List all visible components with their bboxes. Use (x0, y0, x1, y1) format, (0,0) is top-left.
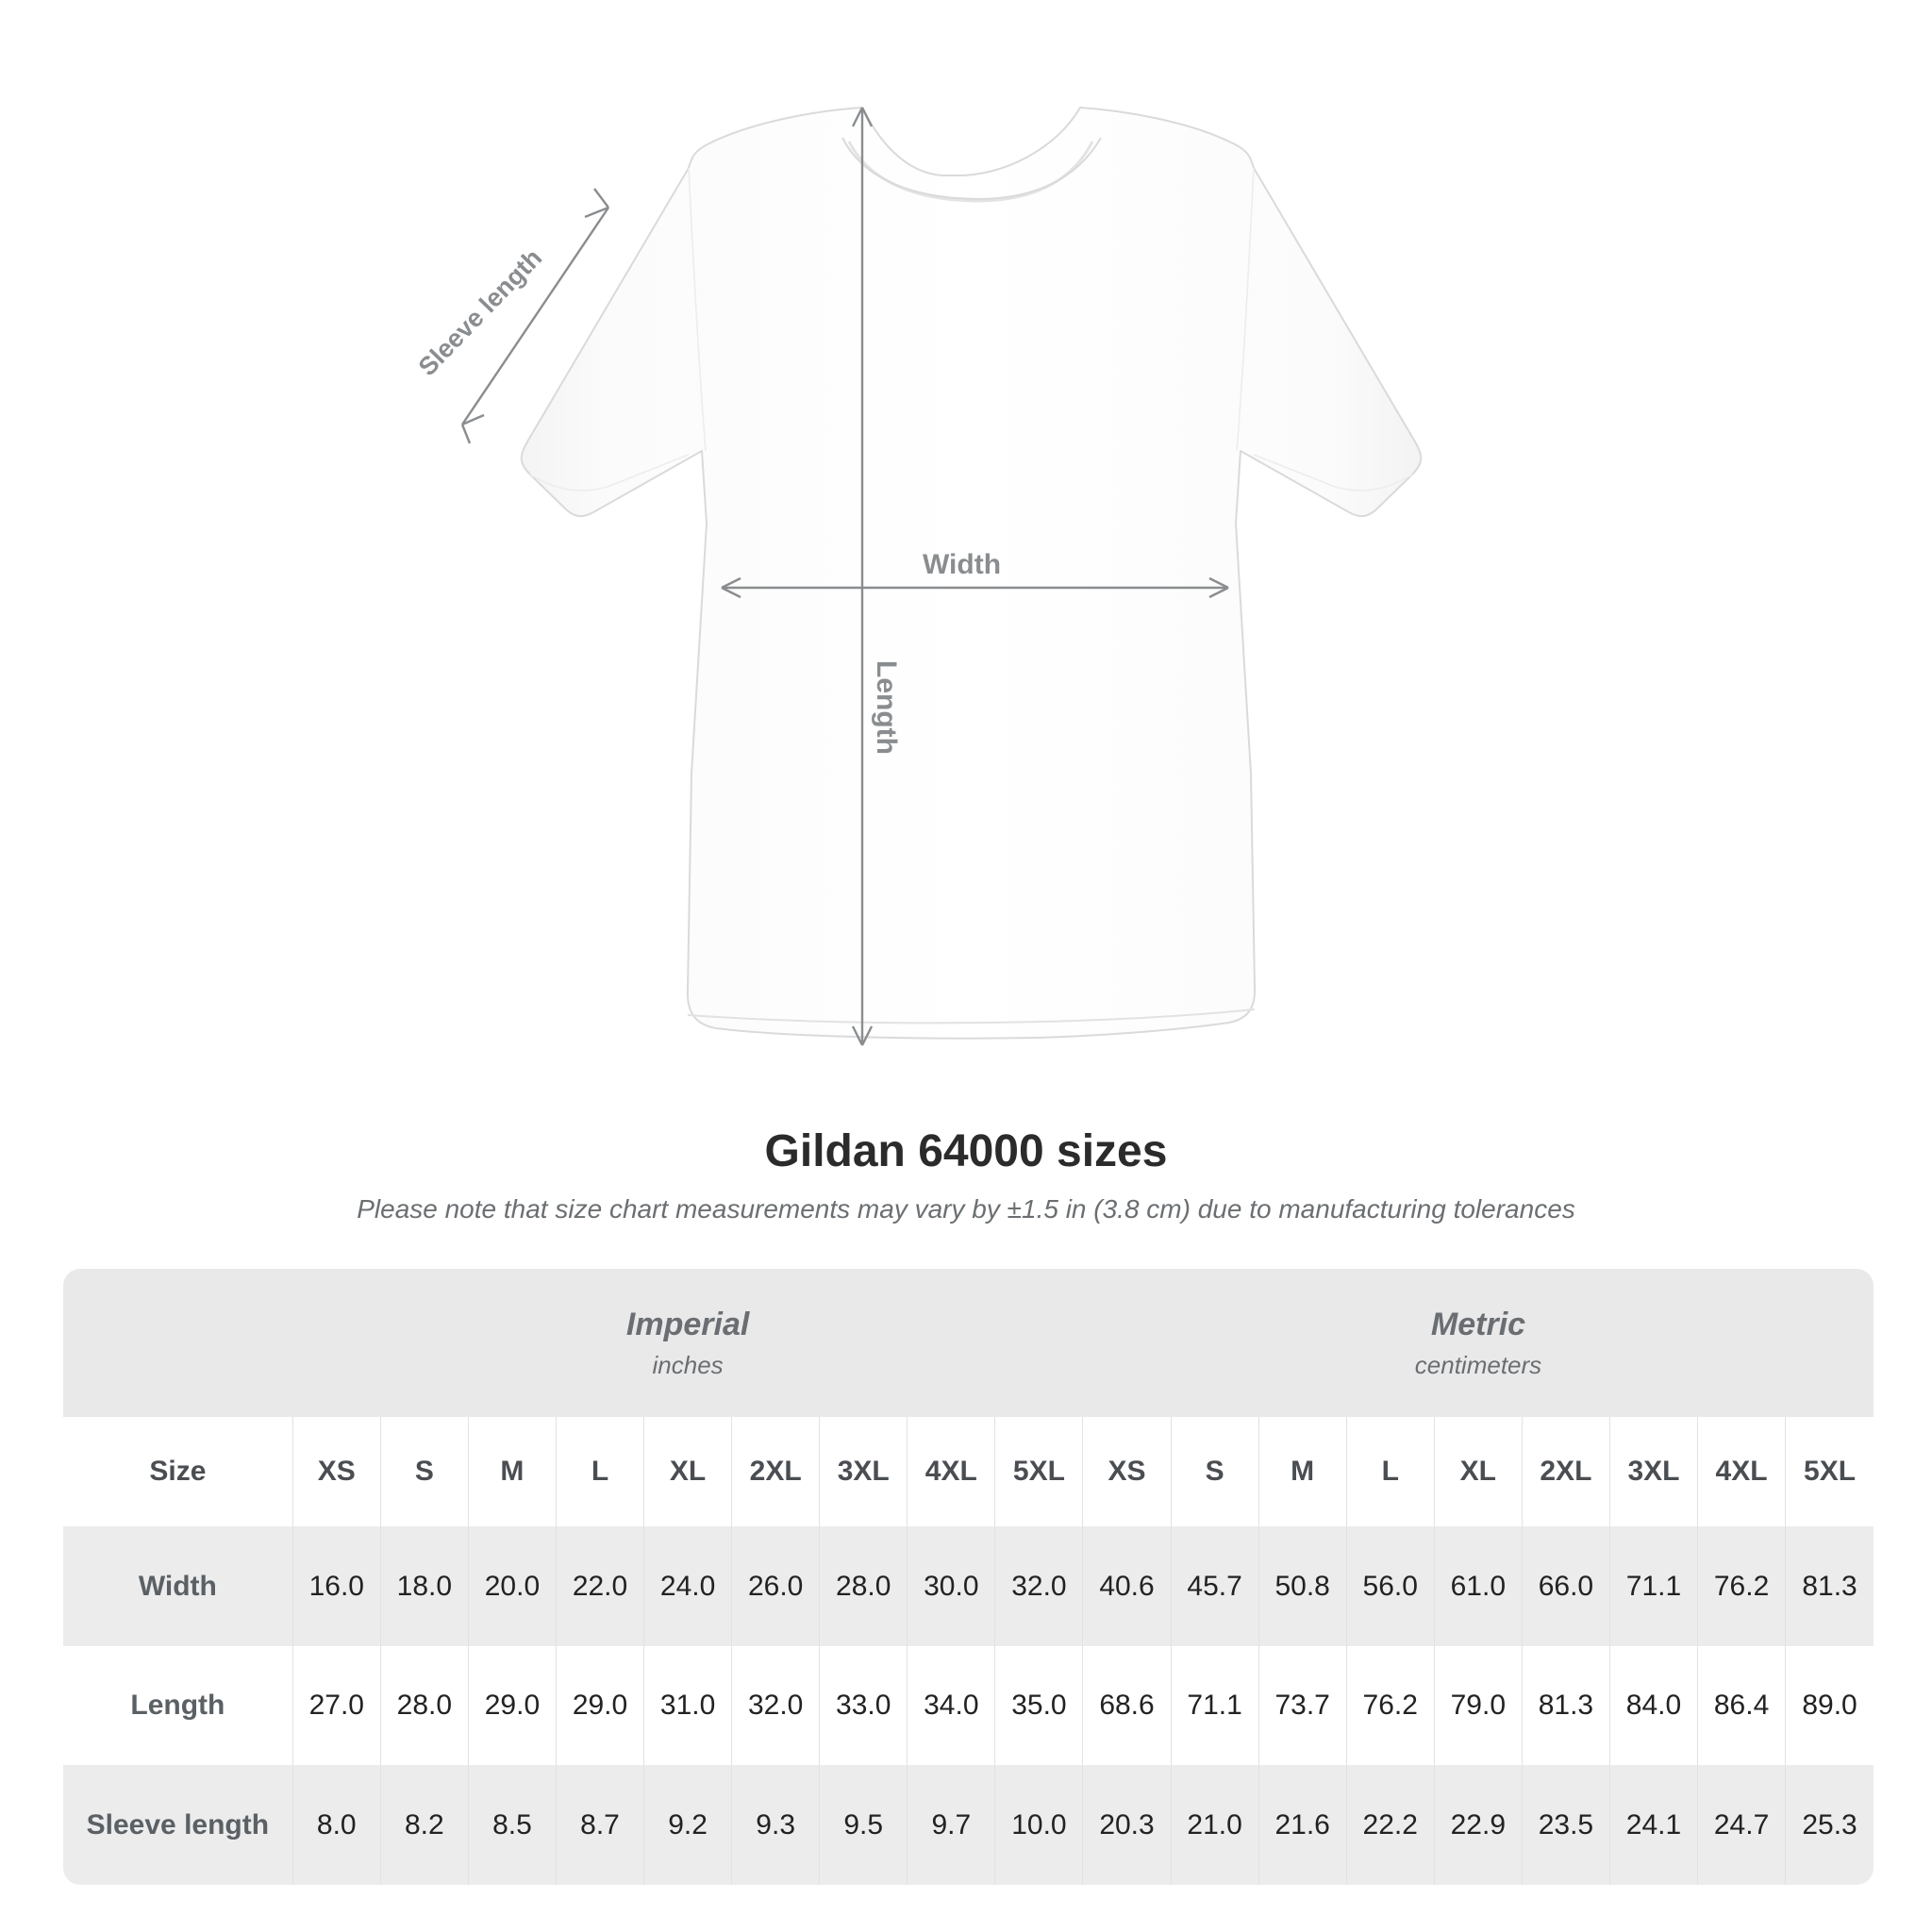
svg-text:Sleeve length: Sleeve length (413, 243, 548, 381)
svg-text:Length: Length (871, 660, 902, 755)
svg-text:Width: Width (923, 549, 1001, 580)
